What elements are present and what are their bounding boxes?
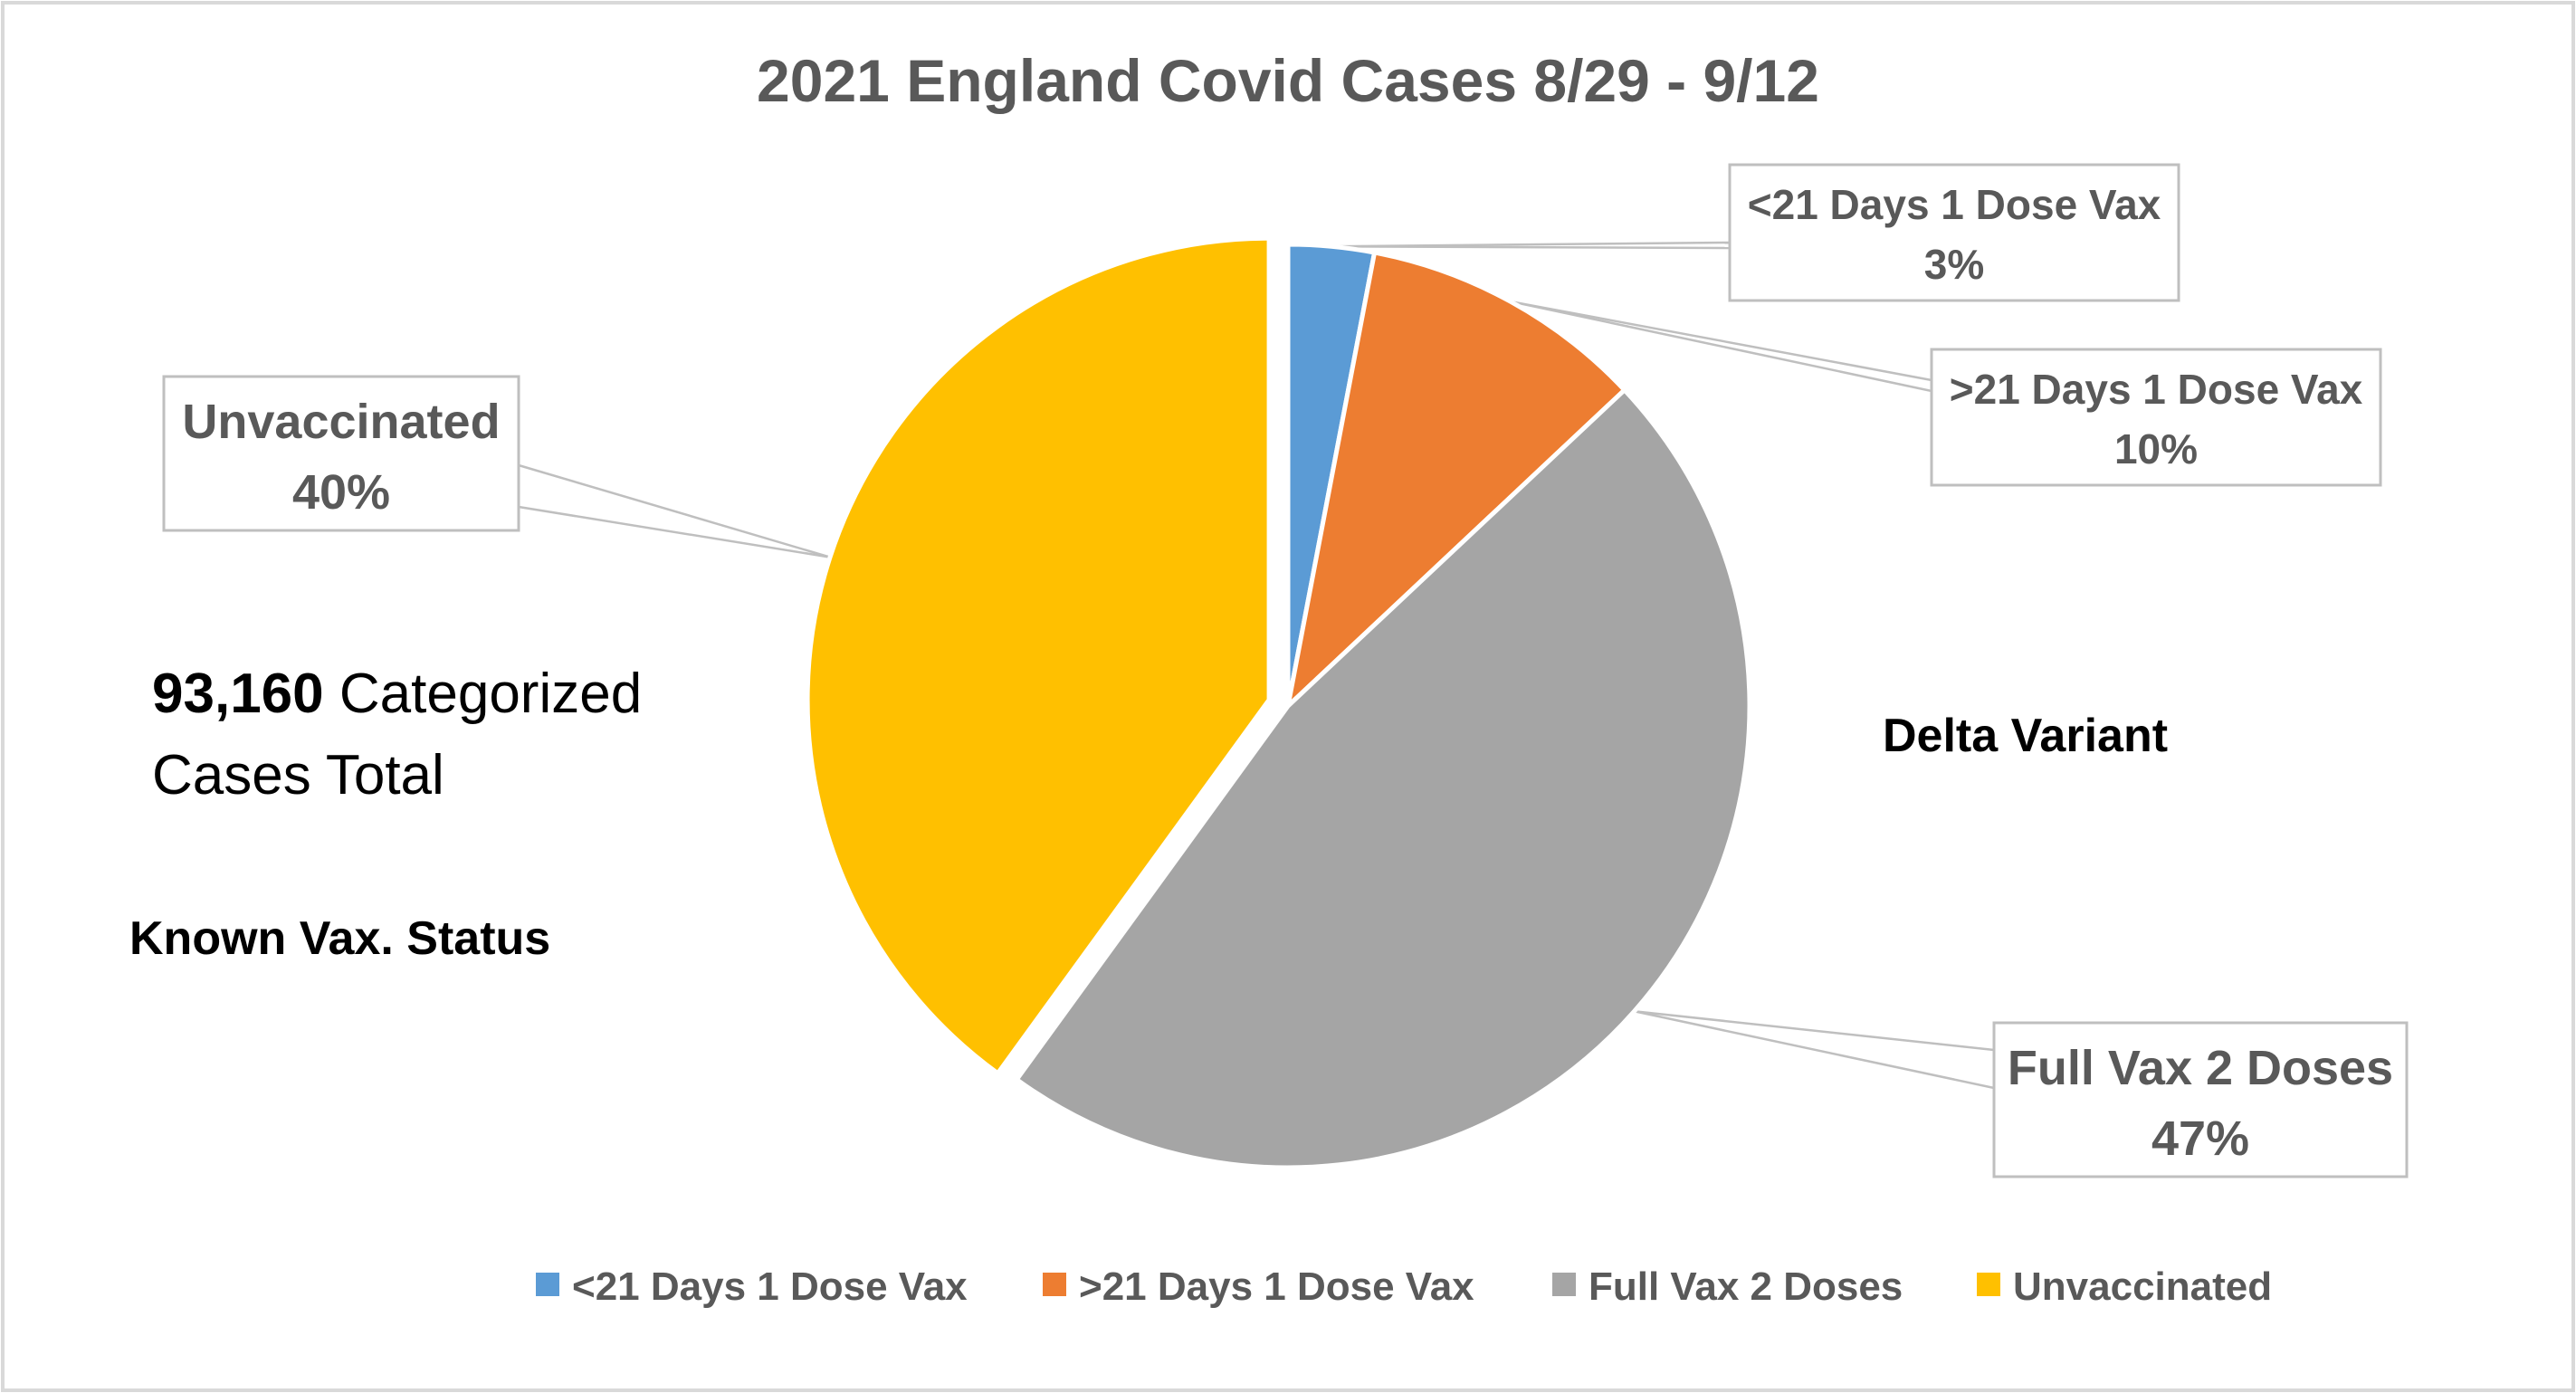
total-number: 93,160 (152, 663, 324, 725)
legend-label-unvax: Unvaccinated (2013, 1264, 2272, 1309)
legend-swatch-lt21 (536, 1273, 559, 1296)
leader-line-unvax (518, 463, 831, 558)
known-status-annotation: Known Vax. Status (129, 912, 550, 965)
callout-lt21-label: <21 Days 1 Dose Vax (1748, 181, 2161, 228)
callout-full-value: 47% (2151, 1112, 2249, 1166)
legend-swatch-full (1552, 1273, 1576, 1296)
callout-lt21-box (1728, 163, 2180, 302)
pie-slice-full (1013, 386, 1752, 1170)
callout-lt21-value: 3% (1924, 241, 1984, 288)
callout-gt21-box (1930, 348, 2382, 487)
callout-gt21-value: 10% (2114, 425, 2198, 472)
legend-label-full: Full Vax 2 Doses (1589, 1264, 1903, 1309)
callout-unvax-label: Unvaccinated (182, 395, 500, 449)
chart-title: 2021 England Covid Cases 8/29 - 9/12 (757, 47, 1819, 114)
variant-annotation: Delta Variant (1883, 710, 2168, 762)
leader-line-gt21 (1510, 300, 1932, 393)
leader-line-full (1634, 1010, 1995, 1052)
legend: <21 Days 1 Dose Vax >21 Days 1 Dose Vax Fu… (536, 1264, 2272, 1309)
total-annotation-line2: Cases Total (152, 744, 444, 806)
callout-full-box (1992, 1021, 2409, 1178)
total-spacer (324, 663, 339, 725)
callout-unvax-box (162, 375, 520, 532)
callout-gt21: >21 Days 1 Dose Vax 10% (1930, 348, 2382, 487)
leader-line-lt21 (1331, 241, 1731, 248)
callout-lt21: <21 Days 1 Dose Vax 3% (1728, 163, 2180, 302)
total-text: Categorized (339, 663, 642, 725)
callout-full: Full Vax 2 Doses 47% (1992, 1021, 2409, 1178)
legend-label-gt21: >21 Days 1 Dose Vax (1079, 1264, 1474, 1309)
total-annotation-line1: 93,160 Categorized (152, 663, 642, 725)
leader-line-full (1634, 1010, 1995, 1090)
legend-label-lt21: <21 Days 1 Dose Vax (572, 1264, 968, 1309)
legend-swatch-gt21 (1043, 1273, 1066, 1296)
callout-unvax-value: 40% (292, 465, 390, 520)
callout-full-label: Full Vax 2 Doses (2008, 1041, 2393, 1095)
callout-unvax: Unvaccinated 40% (162, 375, 520, 532)
leader-line-gt21 (1510, 300, 1932, 382)
leader-line-unvax (518, 505, 831, 558)
pie-slice-gt21 (1284, 250, 1628, 713)
legend-swatch-unvax (1977, 1273, 2000, 1296)
pie-slices (805, 235, 1752, 1170)
callout-gt21-label: >21 Days 1 Dose Vax (1950, 366, 2363, 413)
leader-lines (518, 241, 1995, 1090)
pie-slice-unvax (805, 235, 1272, 1077)
